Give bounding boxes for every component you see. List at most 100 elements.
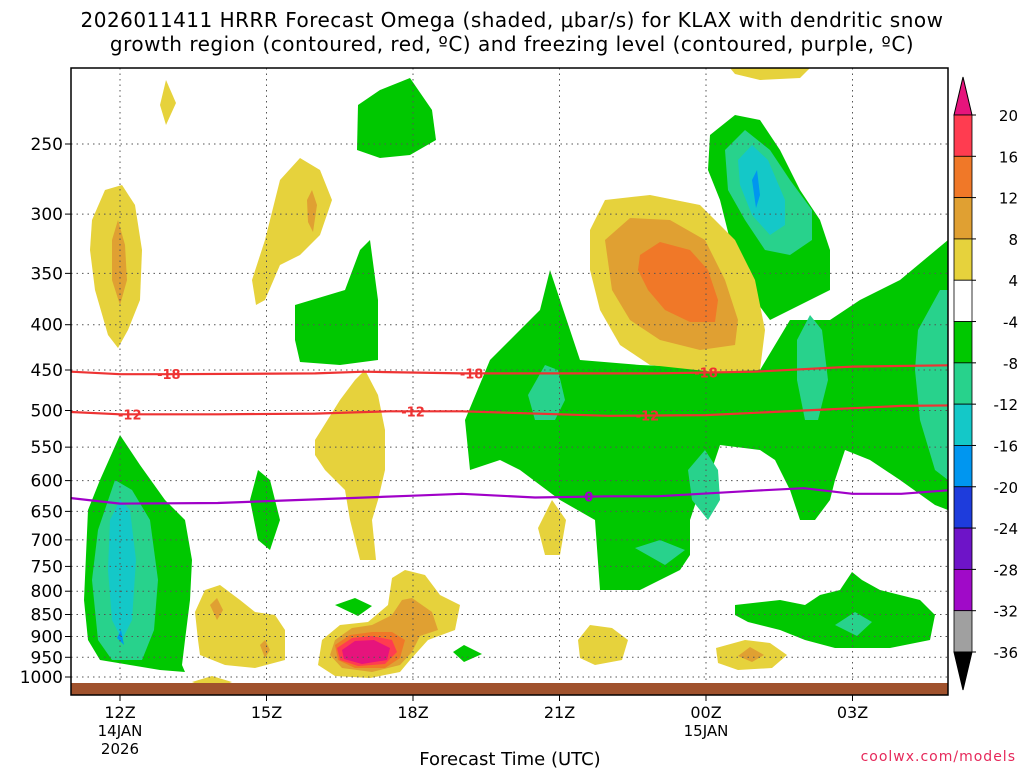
omega-region-teal-2 <box>528 365 565 420</box>
chart-title-line-2: growth region (contoured, red, ºC) and f… <box>109 32 915 56</box>
x-axis-label: Forecast Time (UTC) <box>419 749 600 768</box>
x-tick-label: 12Z <box>104 703 135 722</box>
y-tick-label: 650 <box>31 502 63 522</box>
y-tick-label: 300 <box>31 205 63 225</box>
colorbar-top-arrow <box>953 76 973 116</box>
temperature-contours: -18 -18 -18 -12 -12 -12 0 <box>71 364 948 506</box>
x-tick-label: 21Z <box>544 703 575 722</box>
colorbar-swatch <box>953 362 973 405</box>
contour-label: -18 <box>694 367 718 382</box>
y-tick-label: 700 <box>31 531 63 551</box>
x-tick-date-label: 15JAN <box>684 722 729 740</box>
colorbar-label: -4 <box>1003 314 1018 332</box>
omega-region-cyan-upper <box>738 145 785 235</box>
y-tick-label: 400 <box>31 316 63 336</box>
y-tick-label: 550 <box>31 438 63 458</box>
omega-region-orange-upper <box>638 242 718 322</box>
colorbar-label: -28 <box>994 561 1019 579</box>
y-tick-label: 800 <box>31 582 63 602</box>
colorbar-label: 4 <box>1008 272 1018 290</box>
omega-region-gold-left <box>112 220 127 305</box>
colorbar-label: -24 <box>994 520 1019 538</box>
colorbar-label: 20 <box>999 107 1018 125</box>
contour-label: -12 <box>636 410 660 425</box>
contour-label: -18 <box>460 367 484 382</box>
y-tick-label: 750 <box>31 557 63 577</box>
colorbar-swatch <box>953 527 973 570</box>
omega-region-yellow-lower-mid <box>578 625 628 665</box>
omega-shading <box>84 68 948 690</box>
colorbar-label: -32 <box>994 603 1019 621</box>
colorbar-bottom-arrow <box>953 651 973 691</box>
omega-region-yellow-column <box>315 370 385 560</box>
contour-label: -18 <box>157 368 181 383</box>
omega-region-yellow-top-right <box>730 68 810 80</box>
y-tick-label: 1000 <box>20 668 63 688</box>
omega-region-green-15z <box>250 470 280 550</box>
colorbar-swatch <box>953 321 973 364</box>
omega-region-teal-lower-right <box>835 612 872 636</box>
y-tick-label: 900 <box>31 627 63 647</box>
colorbar-label: 12 <box>999 190 1018 208</box>
y-tick-label: 500 <box>31 402 63 422</box>
x-tick-year-label: 2026 <box>101 740 139 758</box>
omega-region-teal-4 <box>915 290 948 480</box>
credit-link[interactable]: coolwx.com/models <box>861 749 1016 765</box>
omega-region-cyan-left <box>108 500 136 640</box>
contour-label: 0 <box>584 491 593 506</box>
colorbar: 20 16 12 8 4 -4 -8 -12 -16 -20 -24 -28 -32 -36 <box>953 76 1019 691</box>
colorbar-label: -16 <box>994 437 1019 455</box>
colorbar-swatch <box>953 279 973 322</box>
omega-region-green-small-2 <box>453 645 482 662</box>
omega-region-yellow-top-small <box>160 80 176 125</box>
x-tick-label: 03Z <box>837 703 868 722</box>
colorbar-swatch <box>953 568 973 612</box>
contour-label: -12 <box>118 408 142 423</box>
colorbar-swatch <box>953 445 973 488</box>
colorbar-swatch <box>953 238 973 281</box>
y-tick-label: 950 <box>31 648 63 668</box>
omega-region-teal-3 <box>797 315 828 420</box>
x-tick-label: 00Z <box>690 703 721 722</box>
contour-line <box>71 487 948 505</box>
contour-label: -12 <box>401 405 425 420</box>
omega-region-blue-left <box>117 630 124 645</box>
contour-line <box>71 404 948 417</box>
colorbar-label: 16 <box>999 148 1018 166</box>
omega-region-green-mid <box>295 240 378 365</box>
y-tick-label: 350 <box>31 264 63 284</box>
x-tick-label: 15Z <box>251 703 282 722</box>
colorbar-label: -8 <box>1003 355 1018 373</box>
chart-title-line-1: 2026011411 HRRR Forecast Omega (shaded, … <box>80 8 944 32</box>
omega-region-gold-lower-right <box>738 647 764 662</box>
y-tick-label: 600 <box>31 472 63 492</box>
colorbar-label: -12 <box>994 396 1019 414</box>
omega-region-blue-upper <box>752 170 760 208</box>
y-tick-label: 850 <box>31 606 63 626</box>
colorbar-swatch <box>953 197 973 240</box>
omega-region-green-lower-right <box>735 572 935 648</box>
plot-frame <box>70 67 949 696</box>
colorbar-swatch <box>953 486 973 529</box>
colorbar-swatch <box>953 155 973 199</box>
omega-region-teal-6 <box>635 540 685 565</box>
y-axis: 2503003504004505005506006507007508008509… <box>20 135 71 688</box>
omega-region-green-small-1 <box>335 598 372 616</box>
colorbar-label: 8 <box>1008 231 1018 249</box>
colorbar-swatch <box>953 403 973 446</box>
y-tick-label: 450 <box>31 361 63 381</box>
x-tick-date-label: 14JAN <box>98 722 143 740</box>
colorbar-label: -36 <box>994 644 1019 662</box>
y-tick-label: 250 <box>31 135 63 155</box>
colorbar-label: -20 <box>994 479 1019 497</box>
omega-region-teal-5 <box>688 450 720 520</box>
omega-region-gold-15z <box>307 190 317 232</box>
x-tick-label: 18Z <box>397 703 428 722</box>
ground-terrain-bar <box>71 683 948 695</box>
grid-lines <box>71 68 948 695</box>
colorbar-swatch <box>953 610 973 653</box>
omega-region-magenta-18z <box>342 640 390 664</box>
omega-region-green-top <box>357 78 436 158</box>
